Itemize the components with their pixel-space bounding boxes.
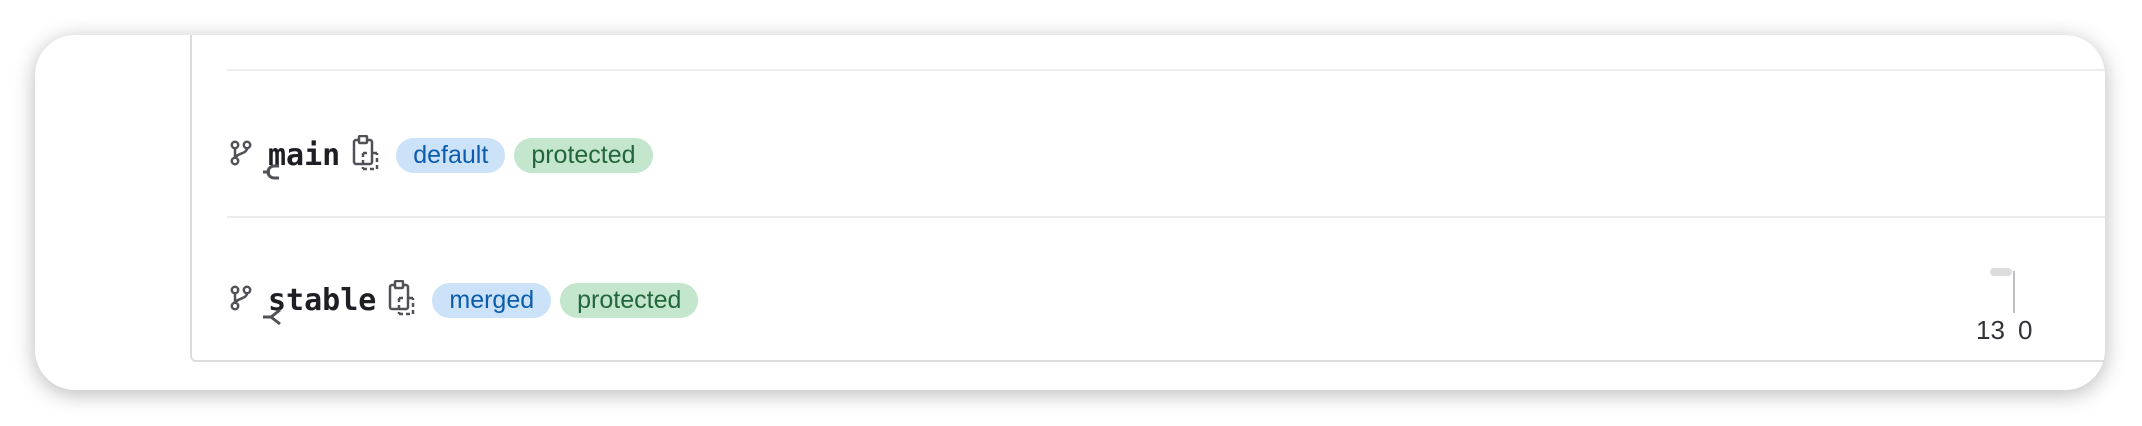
branch-row: stable merged protected	[230, 275, 707, 325]
divider	[227, 69, 2105, 71]
badge: default	[396, 137, 506, 173]
branch-icon	[230, 285, 252, 316]
divergence-separator	[2013, 271, 2015, 313]
divider	[227, 216, 2105, 218]
badge: protected	[514, 137, 653, 173]
branch-row: main default protected	[230, 130, 662, 180]
badge: protected	[560, 282, 699, 318]
divergence-bar	[1990, 268, 2012, 276]
window: main default protected stable merged protecte…	[35, 35, 2105, 390]
behind-count: 13	[1976, 315, 2005, 345]
badge: merged	[432, 282, 552, 318]
ahead-count: 0	[2018, 315, 2033, 345]
branch-icon	[230, 140, 252, 171]
copy-button[interactable]	[352, 134, 380, 176]
copy-button[interactable]	[388, 279, 416, 321]
merge-icon	[263, 308, 281, 326]
branch-panel	[190, 35, 2105, 362]
commit-icon	[263, 164, 279, 180]
branch-name: main	[268, 137, 341, 173]
branch-name: stable	[268, 282, 377, 318]
